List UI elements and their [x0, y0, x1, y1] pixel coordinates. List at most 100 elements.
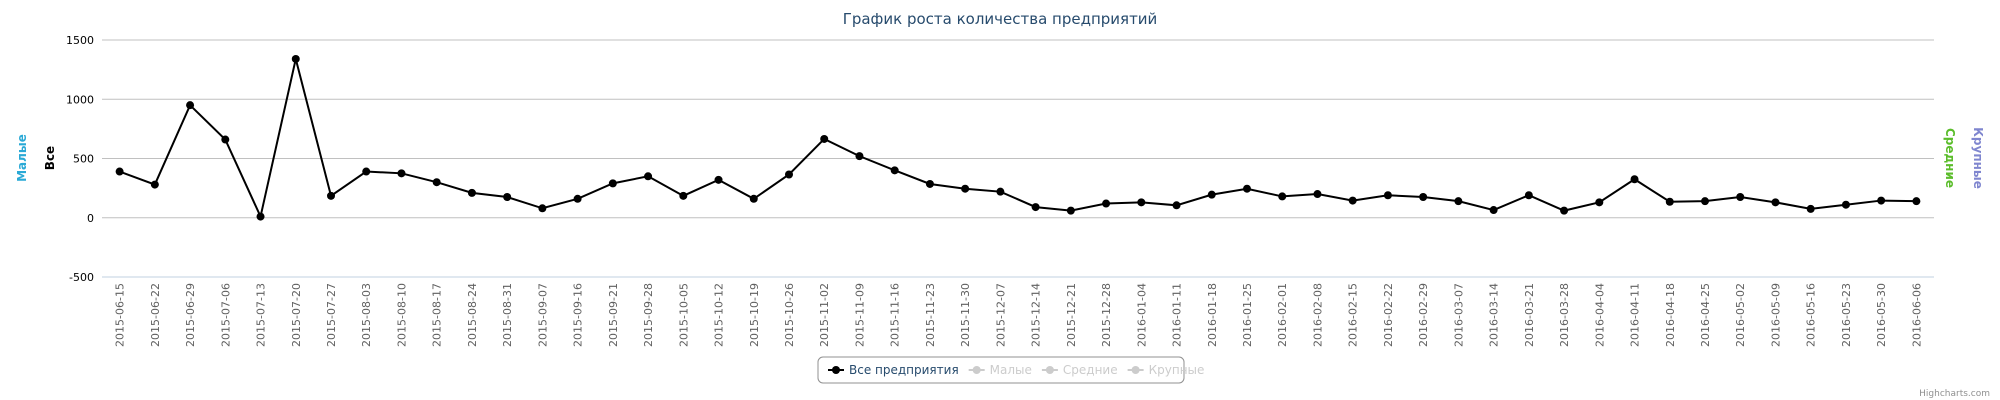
x-tick-label: 2015-09-07 [536, 283, 549, 347]
marker [291, 54, 300, 63]
marker [1560, 206, 1569, 215]
marker [1841, 200, 1850, 209]
x-tick-label: 2016-01-04 [1135, 283, 1148, 347]
line [119, 58, 1917, 220]
marker [785, 170, 793, 179]
marker [432, 178, 441, 187]
marker [1736, 193, 1745, 202]
x-tick-label: 2016-02-29 [1417, 283, 1430, 347]
marker [1595, 198, 1604, 207]
x-tick-label: 2015-08-24 [466, 283, 479, 347]
marker [749, 194, 758, 203]
y-axis-title: Все [43, 146, 57, 170]
marker [820, 134, 829, 143]
marker [327, 191, 335, 200]
x-tick-label: 2015-08-31 [501, 283, 514, 347]
marker [608, 179, 617, 188]
marker [1278, 192, 1287, 201]
legend-item[interactable]: Средние [1063, 363, 1118, 377]
legend-item[interactable]: Крупные [1149, 363, 1205, 377]
marker [1524, 191, 1533, 200]
marker [890, 166, 899, 175]
x-tick-label: 2016-03-07 [1452, 283, 1465, 347]
credits[interactable]: Highcharts.com [1919, 389, 1990, 399]
x-tick-label: 2015-08-17 [431, 283, 444, 347]
x-tick-label: 2016-03-21 [1523, 283, 1536, 347]
x-tick-label: 2015-12-14 [1030, 283, 1043, 347]
marker [1454, 197, 1463, 206]
x-tick-label: 2015-11-16 [889, 283, 902, 347]
marker [1313, 190, 1322, 199]
marker [1207, 190, 1216, 199]
x-tick-label: 2016-02-22 [1382, 283, 1395, 347]
x-tick-label: 2016-04-18 [1664, 283, 1677, 347]
y-axis-title: Средние [1943, 128, 1957, 188]
x-tick-label: 2016-05-30 [1875, 283, 1888, 347]
marker [150, 180, 159, 189]
x-tick-label: 2015-10-12 [713, 283, 726, 347]
x-tick-label: 2016-03-14 [1488, 283, 1501, 347]
x-tick-label: 2015-10-19 [748, 283, 761, 347]
marker [397, 169, 406, 178]
marker [115, 167, 124, 176]
marker [996, 187, 1005, 196]
marker [503, 193, 512, 202]
marker [1102, 199, 1111, 208]
marker [362, 167, 371, 176]
marker [1383, 191, 1392, 200]
marker [1630, 175, 1639, 184]
x-tick-label: 2016-05-02 [1734, 283, 1747, 347]
x-tick-label: 2015-06-29 [184, 283, 197, 347]
marker [1877, 196, 1886, 205]
x-tick-label: 2015-07-06 [219, 283, 232, 347]
x-tick-label: 2015-09-16 [572, 283, 585, 347]
legend-box [817, 356, 1185, 384]
x-tick-label: 2015-11-23 [924, 283, 937, 347]
marker [1489, 206, 1498, 215]
x-tick-label: 2015-11-02 [818, 283, 831, 347]
marker [1806, 204, 1815, 213]
marker [1031, 203, 1040, 212]
marker [221, 135, 230, 144]
y-axis-title: Крупные [1971, 127, 1985, 189]
y-tick-label: 1000 [66, 93, 94, 106]
marker [467, 188, 476, 197]
x-tick-label: 2015-09-21 [607, 283, 620, 347]
x-tick-label: 2015-06-15 [114, 283, 127, 347]
marker [679, 191, 688, 200]
x-tick-label: 2016-01-25 [1241, 283, 1254, 347]
marker [538, 204, 547, 213]
x-tick-label: 2015-12-21 [1065, 283, 1078, 347]
x-tick-label: 2016-04-25 [1699, 283, 1712, 347]
x-tick-label: 2015-07-20 [290, 283, 303, 347]
marker [186, 101, 195, 110]
x-tick-label: 2015-11-30 [959, 283, 972, 347]
x-tick-label: 2016-01-11 [1171, 283, 1184, 347]
x-tick-label: 2016-06-06 [1910, 283, 1923, 347]
x-tick-label: 2016-05-09 [1769, 283, 1782, 347]
marker [714, 175, 723, 184]
marker [1665, 197, 1674, 206]
chart-title: График роста количества предприятий [843, 10, 1158, 28]
y-tick-label: 1500 [66, 34, 94, 47]
marker [1066, 206, 1075, 215]
marker [256, 212, 265, 221]
x-tick-label: 2015-09-28 [642, 283, 655, 347]
x-tick-label: 2015-12-07 [994, 283, 1007, 347]
marker [1172, 201, 1181, 210]
marker [925, 179, 934, 188]
marker [1771, 198, 1780, 207]
x-tick-label: 2015-10-26 [783, 283, 796, 347]
marker [1701, 197, 1709, 206]
x-tick-label: 2016-03-28 [1558, 283, 1571, 347]
marker [644, 172, 653, 181]
legend-item[interactable]: Все предприятия [849, 363, 959, 377]
legend-marker [1045, 366, 1054, 374]
x-tick-label: 2016-02-01 [1276, 283, 1289, 347]
x-tick-label: 2016-04-04 [1593, 283, 1606, 347]
marker [1912, 197, 1921, 206]
marker [855, 152, 864, 161]
legend-marker [832, 366, 840, 374]
legend-item[interactable]: Малые [990, 363, 1032, 377]
